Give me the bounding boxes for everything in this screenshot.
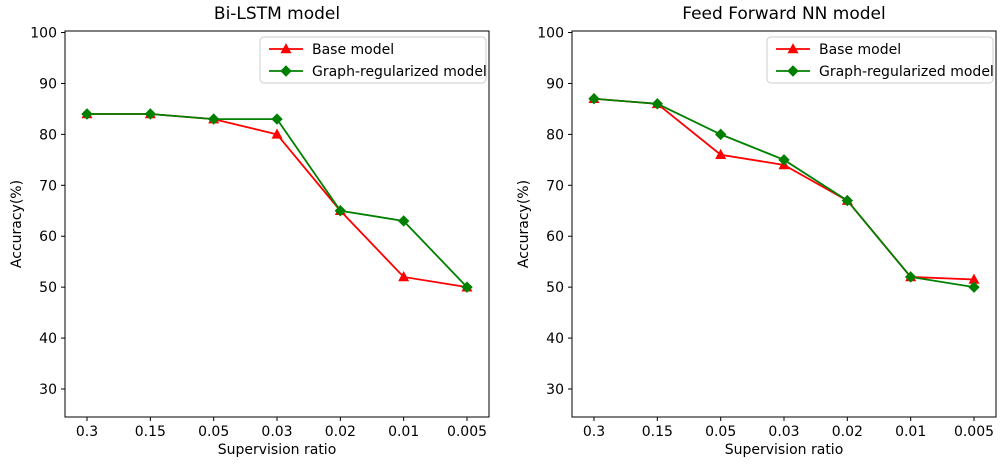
y-tick-label: 30 [546, 382, 564, 398]
x-tick-label: 0.05 [705, 424, 736, 440]
y-tick-label: 100 [537, 26, 564, 42]
x-tick-label: 0.02 [832, 424, 863, 440]
y-tick-label: 60 [39, 229, 57, 245]
y-tick-label: 70 [546, 178, 564, 194]
marker-diamond [841, 194, 854, 207]
marker-diamond [397, 215, 410, 227]
marker-diamond [714, 128, 727, 141]
marker-diamond [588, 93, 600, 105]
y-tick-label: 60 [546, 229, 564, 245]
y-tick-label: 70 [39, 178, 57, 194]
legend-box [259, 36, 487, 84]
legend: Base model Graph-regularized model [259, 36, 487, 84]
y-axis-label: Accuracy(%) [516, 180, 532, 268]
marker-diamond [787, 65, 799, 77]
x-tick-label: 0.01 [388, 424, 419, 440]
x-tick-label: 0.15 [135, 424, 166, 440]
x-tick-label: 0.03 [768, 424, 799, 440]
marker-diamond [81, 108, 93, 120]
marker-triangle-up [787, 43, 799, 54]
marker-diamond [461, 281, 473, 293]
legend-label-graph-regularized-model: Graph-regularized model [819, 64, 994, 80]
y-tick-label: 80 [39, 127, 57, 143]
x-axis-label: Supervision ratio [725, 442, 844, 458]
series-line-graph-regularized-model [593, 97, 975, 289]
series-line-base-model [87, 113, 468, 289]
marker-triangle-up [715, 148, 727, 160]
y-tick-label: 30 [39, 382, 57, 398]
x-tick-label: 0.005 [447, 424, 487, 440]
marker-diamond [778, 154, 790, 166]
marker-triangle-up [968, 273, 980, 284]
marker-diamond [207, 113, 220, 125]
marker-diamond [968, 281, 980, 293]
y-tick-label: 50 [39, 280, 57, 296]
x-tick-label: 0.15 [642, 424, 673, 440]
marker-diamond [271, 113, 283, 125]
marker-diamond [280, 65, 292, 77]
subplot-bi-lstm-model: 30 40 50 60 70 80 90 100 0.3 0.15 0.05 0.03 0.02 0.01… [9, 4, 490, 458]
y-axis-label: Accuracy(%) [9, 180, 25, 268]
x-tick-label: 0.01 [895, 424, 926, 440]
chart-title: Feed Forward NN model [682, 4, 886, 24]
legend: Base model Graph-regularized model [766, 36, 994, 84]
marker-triangle-up [398, 271, 410, 282]
marker-diamond [144, 108, 157, 120]
subplot-feed-forward-nn-model: 30 40 50 60 70 80 90 100 0.3 0.15 0.05 0.03 0.02 0.01… [516, 4, 997, 458]
marker-triangle-up [280, 43, 292, 54]
y-tick-label: 100 [30, 26, 57, 42]
x-axis-label: Supervision ratio [218, 442, 337, 458]
legend-label-base-model: Base model [819, 42, 901, 58]
x-tick-label: 0.3 [76, 424, 98, 440]
plot-border [571, 30, 997, 418]
x-tick-label: 0.03 [261, 424, 292, 440]
chart-title: Bi-LSTM model [214, 4, 340, 24]
y-tick-label: 90 [39, 76, 57, 92]
plot-border [64, 30, 490, 418]
series-line-base-model [593, 97, 975, 281]
x-tick-label: 0.3 [583, 424, 605, 440]
legend-label-base-model: Base model [312, 42, 394, 58]
x-tick-label: 0.02 [325, 424, 356, 440]
y-tick-label: 90 [546, 76, 564, 92]
y-tick-label: 50 [546, 280, 564, 296]
marker-diamond [334, 205, 347, 217]
marker-diamond [651, 98, 664, 110]
series-line-graph-regularized-model [87, 113, 468, 288]
y-tick-label: 80 [546, 127, 564, 143]
x-tick-label: 0.05 [198, 424, 229, 440]
y-tick-label: 40 [39, 331, 57, 347]
y-tick-label: 40 [546, 331, 564, 347]
x-tick-label: 0.005 [954, 424, 994, 440]
marker-diamond [904, 271, 917, 283]
legend-box [766, 36, 994, 84]
legend-label-graph-regularized-model: Graph-regularized model [312, 64, 487, 80]
marker-triangle-up [271, 128, 283, 139]
